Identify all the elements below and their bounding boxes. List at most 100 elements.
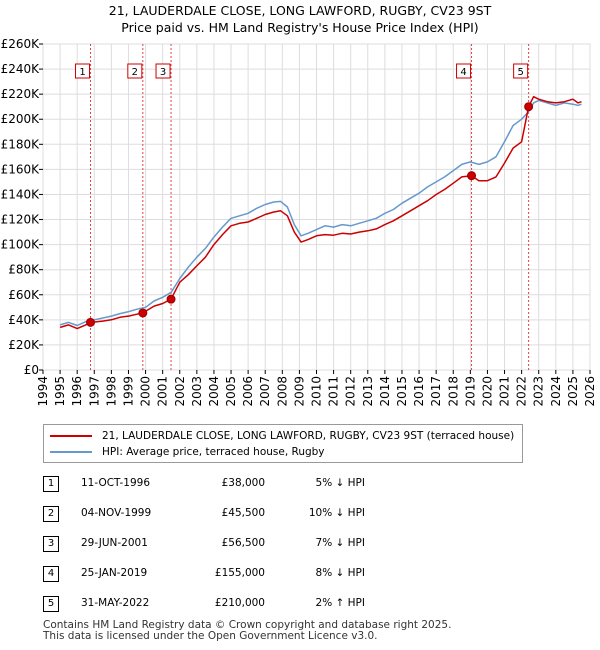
x-tick-label: 2000: [139, 376, 153, 407]
x-tick-label: 2015: [395, 376, 409, 407]
sale-4-point: [467, 171, 477, 181]
x-tick-label: 2009: [292, 376, 306, 407]
sale-4-badge-label: 4: [460, 67, 466, 78]
series-layer: [59, 95, 582, 330]
legend-property-swatch: [50, 435, 92, 437]
transaction-number: 1: [43, 476, 59, 492]
x-tick-label: 2006: [241, 376, 255, 407]
x-tick-label: 2011: [327, 376, 341, 407]
legend-item-property: 21, LAUDERDALE CLOSE, LONG LAWFORD, RUGB…: [50, 428, 514, 444]
x-tick-label: 2007: [258, 376, 272, 407]
grid-layer: [42, 43, 591, 371]
x-axis-ticks: 1994 1995 1996 1997 1998 1999 2000 2001 2002 2003…: [36, 370, 597, 407]
x-tick-label: 2016: [412, 376, 426, 407]
legend-item-hpi: HPI: Average price, terraced house, Rugb…: [50, 444, 325, 460]
transaction-row: 1 11-OCT-1996 £38,000 5% ↓ HPI: [43, 474, 463, 496]
transaction-date: 25-JAN-2019: [81, 567, 148, 579]
x-tick-label: 1998: [104, 376, 118, 407]
x-tick-label: 1994: [36, 376, 50, 407]
transaction-hpi-delta: 5% ↓ HPI: [315, 477, 365, 489]
sale-1-badge-label: 1: [79, 67, 85, 78]
y-tick-label: £180K: [1, 137, 41, 151]
sale-3-point: [166, 294, 176, 304]
y-tick-label: £40K: [8, 313, 40, 327]
x-tick-label: 1995: [53, 376, 67, 407]
sale-2-badge-label: 2: [132, 67, 138, 78]
sale-5-badge-label: 5: [517, 67, 523, 78]
y-tick-label: £220K: [1, 87, 41, 101]
transaction-row: 2 04-NOV-1999 £45,500 10% ↓ HPI: [43, 504, 463, 526]
footer: Contains HM Land Registry data © Crown c…: [43, 620, 451, 642]
x-tick-label: 2025: [566, 376, 580, 407]
x-tick-label: 2012: [344, 376, 358, 407]
transaction-date: 29-JUN-2001: [81, 537, 148, 549]
x-tick-label: 2019: [463, 376, 477, 407]
transaction-number: 3: [43, 536, 59, 552]
y-axis-ticks: £0 £20K £40K £60K £80K £100K £120K £140K £160K £1…: [1, 37, 43, 377]
x-tick-label: 2002: [173, 376, 187, 407]
y-tick-label: £240K: [1, 62, 41, 76]
title-line-2: Price paid vs. HM Land Registry's House …: [121, 20, 479, 35]
x-tick-label: 2003: [190, 376, 204, 407]
x-tick-label: 2021: [498, 376, 512, 407]
x-tick-label: 2010: [310, 376, 324, 407]
transaction-row: 3 29-JUN-2001 £56,500 7% ↓ HPI: [43, 534, 463, 556]
x-tick-label: 2023: [532, 376, 546, 407]
transaction-row: 5 31-MAY-2022 £210,000 2% ↑ HPI: [43, 594, 463, 616]
transaction-price: £155,000: [214, 567, 265, 579]
x-tick-label: 2022: [515, 376, 529, 407]
transaction-number: 2: [43, 506, 59, 522]
sale-markers: 1 2 3 4 5: [75, 63, 534, 327]
chart-title: 21, LAUDERDALE CLOSE, LONG LAWFORD, RUGB…: [0, 2, 600, 36]
y-tick-label: £20K: [8, 338, 40, 352]
x-tick-label: 2005: [224, 376, 238, 407]
sale-2-badge: [127, 63, 143, 79]
y-tick-label: £200K: [1, 112, 41, 126]
x-tick-label: 2001: [156, 376, 170, 407]
transaction-number: 4: [43, 566, 59, 582]
transaction-price: £56,500: [221, 537, 265, 549]
sale-1-point: [86, 317, 96, 327]
x-tick-label: 2008: [275, 376, 289, 407]
x-tick-label: 1996: [70, 376, 84, 407]
sale-4-badge: [456, 63, 472, 79]
hpi-line: [59, 99, 582, 327]
legend-property-label: 21, LAUDERDALE CLOSE, LONG LAWFORD, RUGB…: [102, 430, 515, 442]
x-tick-label: 2024: [549, 376, 563, 407]
x-tick-label: 2004: [207, 376, 221, 407]
transaction-price: £45,500: [221, 507, 265, 519]
sale-2-point: [138, 308, 148, 318]
transaction-date: 31-MAY-2022: [81, 597, 150, 609]
x-tick-label: 2020: [480, 376, 494, 407]
y-tick-label: £100K: [1, 238, 41, 252]
y-tick-label: £80K: [8, 263, 40, 277]
transaction-hpi-delta: 8% ↓ HPI: [315, 567, 365, 579]
transaction-hpi-delta: 2% ↑ HPI: [315, 597, 365, 609]
transaction-hpi-delta: 10% ↓ HPI: [308, 507, 365, 519]
transaction-hpi-delta: 7% ↓ HPI: [315, 537, 365, 549]
x-tick-label: 1997: [87, 376, 101, 407]
x-tick-label: 1999: [121, 376, 135, 407]
legend-hpi-swatch: [50, 451, 92, 453]
y-tick-label: £140K: [1, 187, 41, 201]
title-line-1: 21, LAUDERDALE CLOSE, LONG LAWFORD, RUGB…: [108, 3, 492, 18]
legend-hpi-label: HPI: Average price, terraced house, Rugb…: [102, 446, 325, 458]
sale-1-badge: [75, 63, 91, 79]
sale-3-badge-label: 3: [160, 67, 166, 78]
y-tick-label: £0: [24, 363, 39, 377]
sale-5-point: [524, 102, 534, 112]
transaction-date: 04-NOV-1999: [81, 507, 152, 519]
footer-line-1: Contains HM Land Registry data © Crown c…: [43, 619, 452, 631]
x-tick-label: 2017: [429, 376, 443, 407]
x-tick-label: 2013: [361, 376, 375, 407]
sale-3-badge: [155, 63, 171, 79]
x-tick-label: 2018: [446, 376, 460, 407]
transaction-price: £38,000: [221, 477, 265, 489]
sale-5-badge: [513, 63, 529, 79]
legend: 21, LAUDERDALE CLOSE, LONG LAWFORD, RUGB…: [43, 424, 523, 463]
property-price-line: [59, 95, 582, 330]
y-tick-label: £120K: [1, 213, 41, 227]
transaction-number: 5: [43, 596, 59, 612]
transaction-date: 11-OCT-1996: [81, 477, 150, 489]
